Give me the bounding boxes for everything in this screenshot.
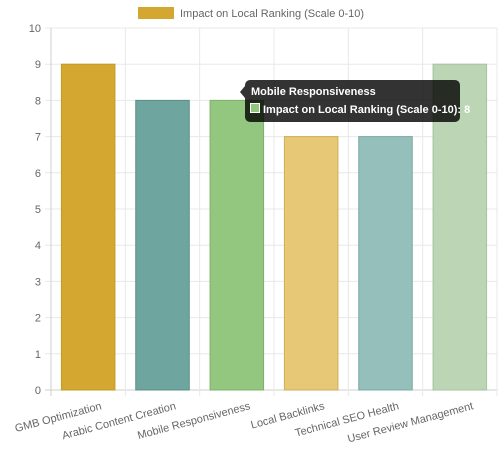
y-tick-label: 1 [35,349,41,361]
bar[interactable] [283,136,339,391]
legend[interactable]: Impact on Local Ranking (Scale 0-10) [138,7,364,20]
legend-label[interactable]: Impact on Local Ranking (Scale 0-10) [180,8,364,20]
y-tick-label: 3 [35,276,41,288]
tooltip-title: Mobile Responsiveness [251,86,376,98]
bar[interactable] [135,99,190,391]
y-tick-label: 10 [29,23,41,35]
bar[interactable] [209,99,265,391]
bar[interactable] [358,136,413,391]
y-tick-label: 7 [35,132,41,144]
grid [45,27,498,396]
tooltip-box [245,80,460,122]
y-tick-label: 6 [35,168,41,180]
x-tick-label: User Review Management [346,400,474,445]
tooltip-swatch [251,104,259,112]
tooltip-label: Impact on Local Ranking (Scale 0-10): 8 [263,104,470,116]
y-tick-label: 8 [35,95,41,107]
y-tick-label: 2 [35,313,41,325]
bars [60,63,488,391]
y-tick-label: 5 [35,204,41,216]
y-tick-label: 9 [35,59,41,71]
y-tick-label: 4 [35,240,41,252]
tooltip: Mobile Responsiveness Impact on Local Ra… [240,80,470,122]
y-axis-ticks: 0 1 2 3 4 5 6 7 8 9 10 [29,23,41,397]
bar[interactable] [60,63,116,391]
legend-swatch[interactable] [138,7,174,19]
y-tick-label: 0 [35,385,41,397]
